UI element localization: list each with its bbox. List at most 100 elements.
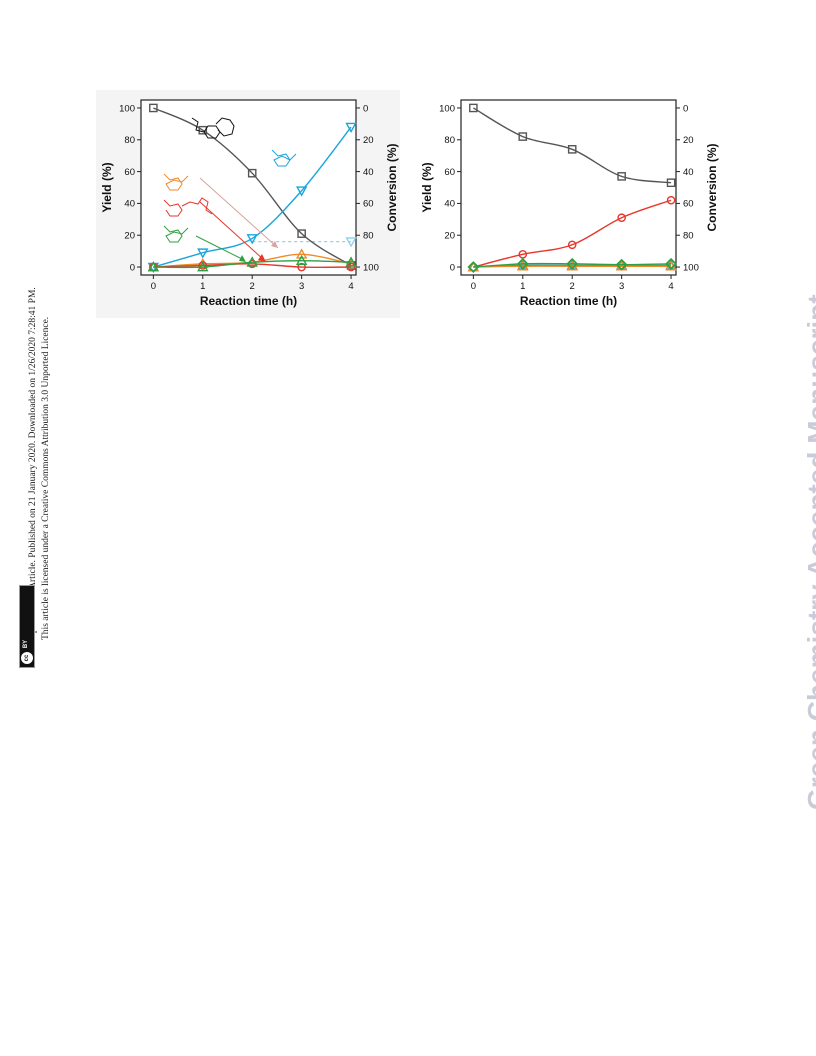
molecule-black-icon bbox=[191, 117, 235, 139]
x-axis-label: Reaction time (h) bbox=[520, 294, 617, 308]
y2-tick-label: 80 bbox=[683, 231, 694, 242]
series-0 bbox=[469, 103, 676, 188]
data-point bbox=[567, 145, 577, 154]
data-point bbox=[297, 262, 306, 272]
data-point bbox=[295, 248, 308, 259]
y2-axis-label: Conversion (%) bbox=[385, 143, 399, 231]
x-tick-label: 0 bbox=[471, 281, 476, 292]
x-tick-label: 4 bbox=[348, 281, 353, 292]
data-point bbox=[617, 172, 626, 181]
molecule-annotations bbox=[163, 117, 297, 262]
series-line bbox=[153, 107, 352, 267]
watermark: Green Chemistry Accepted Manuscript bbox=[802, 294, 816, 810]
data-point bbox=[617, 213, 626, 223]
data-point bbox=[297, 229, 306, 238]
series-line bbox=[153, 259, 352, 269]
y2-tick-label: 20 bbox=[363, 135, 374, 146]
y-axis-label: Yield (%) bbox=[420, 162, 434, 212]
data-point bbox=[516, 257, 529, 270]
molecule-red-icon bbox=[163, 197, 213, 217]
y2-tick-label: 0 bbox=[363, 103, 368, 114]
data-point bbox=[469, 103, 478, 113]
series-line bbox=[153, 126, 352, 268]
data-point bbox=[246, 234, 258, 245]
molecule-orange-icon bbox=[163, 173, 189, 191]
cc-license-badge[interactable]: cc BY bbox=[19, 585, 35, 668]
y2-tick-label: 80 bbox=[363, 231, 374, 242]
y-tick-label: 20 bbox=[444, 231, 455, 242]
series-line bbox=[473, 265, 672, 268]
x-tick-label: 1 bbox=[200, 281, 205, 292]
y2-tick-label: 100 bbox=[683, 262, 699, 273]
data-point bbox=[346, 262, 356, 272]
data-point bbox=[467, 261, 480, 273]
x-tick-label: 3 bbox=[619, 281, 624, 292]
chart-panel-right: 0 1 2 3 4 0 100 20 80 40 60 60 40 80 20 100 0 Reaction ti… bbox=[416, 90, 720, 318]
data-point bbox=[247, 168, 257, 178]
x-tick-label: 4 bbox=[668, 281, 673, 292]
x-axis-label: Reaction time (h) bbox=[200, 294, 297, 308]
data-point bbox=[665, 257, 678, 270]
molecule-blue-icon bbox=[271, 149, 297, 167]
x-tick-label: 1 bbox=[520, 281, 525, 292]
data-point bbox=[567, 240, 577, 250]
data-point bbox=[198, 125, 208, 135]
y-tick-label: 100 bbox=[439, 103, 455, 114]
y-tick-label: 40 bbox=[124, 199, 135, 210]
y2-tick-label: 20 bbox=[683, 135, 694, 146]
y2-tick-label: 100 bbox=[363, 262, 379, 273]
series-4 bbox=[467, 257, 678, 273]
data-point bbox=[149, 103, 158, 113]
data-point bbox=[615, 258, 628, 271]
molecule-green-icon bbox=[163, 225, 189, 243]
arrowhead-icon bbox=[239, 255, 246, 262]
y2-tick-label: 40 bbox=[363, 167, 374, 178]
series-line bbox=[473, 262, 672, 268]
data-point bbox=[197, 261, 209, 272]
data-point bbox=[566, 257, 579, 270]
data-point bbox=[518, 132, 528, 141]
x-tick-label: 0 bbox=[151, 281, 156, 292]
data-point bbox=[246, 256, 258, 267]
data-point bbox=[666, 195, 676, 205]
arrow-green bbox=[195, 235, 245, 261]
y2-axis-label: Conversion (%) bbox=[705, 143, 719, 231]
data-point bbox=[147, 261, 160, 272]
by-icon: BY bbox=[23, 639, 30, 649]
data-point bbox=[197, 248, 209, 259]
y-tick-label: 20 bbox=[124, 231, 135, 242]
extra-data-point bbox=[345, 237, 357, 248]
y-axis-label: Yield (%) bbox=[100, 162, 114, 212]
data-point bbox=[666, 178, 676, 188]
license-line-2: This article is licensed under a Creativ… bbox=[41, 316, 51, 640]
series-1 bbox=[469, 195, 676, 272]
arrow-red bbox=[199, 201, 265, 261]
data-point bbox=[295, 186, 308, 197]
chart-panel-left: 0 1 2 3 4 0 100 20 80 40 60 60 40 80 20 100 0 Reaction ti… bbox=[96, 90, 400, 318]
data-point bbox=[295, 254, 308, 265]
y-tick-label: 0 bbox=[450, 262, 455, 273]
series-line bbox=[153, 263, 352, 268]
x-tick-label: 2 bbox=[250, 281, 255, 292]
data-point bbox=[345, 122, 357, 133]
y-tick-label: 0 bbox=[130, 262, 135, 273]
y-tick-label: 80 bbox=[124, 135, 135, 146]
x-tick-label: 2 bbox=[570, 281, 575, 292]
series-4 bbox=[147, 254, 357, 272]
y2-tick-label: 60 bbox=[363, 199, 374, 210]
arrowhead-icon bbox=[271, 241, 278, 248]
x-tick-label: 3 bbox=[299, 281, 304, 292]
data-point bbox=[345, 256, 357, 267]
y-tick-label: 100 bbox=[119, 103, 135, 114]
series-line bbox=[473, 107, 672, 184]
y-tick-label: 40 bbox=[444, 199, 455, 210]
plot-frame bbox=[460, 99, 677, 276]
series-line bbox=[473, 199, 672, 268]
y2-tick-label: 0 bbox=[683, 103, 688, 114]
arrow-orange bbox=[199, 177, 279, 249]
y2-tick-label: 60 bbox=[683, 199, 694, 210]
plot-frame bbox=[140, 99, 357, 276]
arrowhead-icon bbox=[258, 254, 266, 262]
